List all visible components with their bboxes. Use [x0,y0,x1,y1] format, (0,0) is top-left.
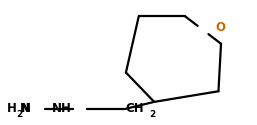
Text: 2: 2 [16,110,22,119]
Text: H: H [6,102,16,115]
Text: N: N [20,102,30,115]
Text: N: N [21,102,31,115]
Text: O: O [216,21,225,34]
Text: NH: NH [52,102,72,115]
Text: 2: 2 [149,110,155,119]
Text: CH: CH [125,102,144,115]
